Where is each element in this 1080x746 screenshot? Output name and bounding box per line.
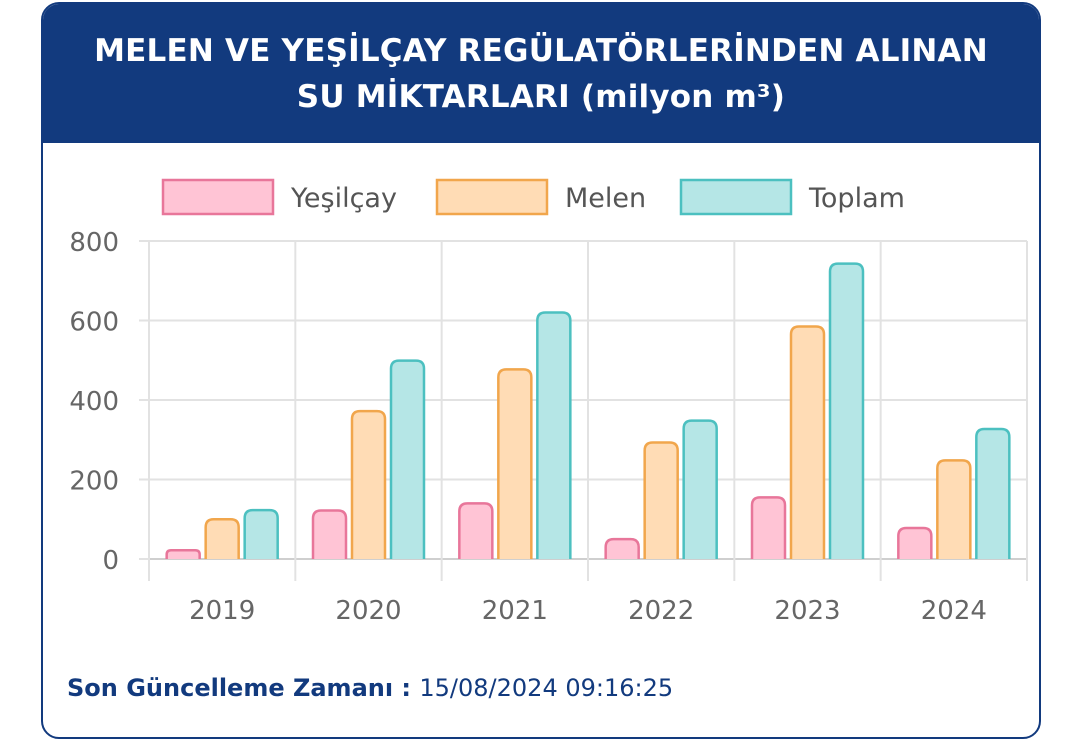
x-tick-label: 2020 [335,596,401,626]
bar-melen [789,325,826,559]
bar-melen [204,518,240,559]
bar-chart: 0 200 400 600 800 2019 2020 2021 2022 2023 2024 Yeş… [69,178,1028,626]
last-update-label: Son Güncelleme Zamanı [67,674,394,702]
x-tick-label: 2024 [921,596,987,626]
bar-melen [936,459,972,559]
bar-toplam [975,427,1011,559]
bar-melen [643,441,679,559]
legend-swatch-melen [435,178,549,216]
chart-title-line-1: MELEN VE YEŞİLÇAY REGÜLATÖRLERİNDEN ALIN… [94,32,988,69]
x-tick-label: 2022 [628,596,694,626]
y-tick-label: 800 [69,228,119,258]
legend-swatch-yeşilçay [161,178,275,216]
y-tick-label: 0 [102,546,119,576]
legend-label-yeşilçay: Yeşilçay [290,183,397,214]
y-tick-label: 600 [69,308,119,338]
chart-title-line-2: SU MİKTARLARI (milyon m³) [296,78,786,115]
last-update-value: 15/08/2024 09:16:25 [419,674,674,702]
bar-yeşilçay [750,496,787,559]
bar-yeşilçay [165,549,201,559]
y-tick-label: 400 [69,387,119,417]
bar-toplam [682,419,718,559]
bar-yeşilçay [458,502,494,559]
bar-yeşilçay [604,537,640,559]
legend-label-toplam: Toplam [808,183,905,214]
chart-header: MELEN VE YEŞİLÇAY REGÜLATÖRLERİNDEN ALIN… [43,4,1039,143]
legend-swatch-toplam [679,178,793,216]
bar-yeşilçay [311,509,348,559]
chart-card: MELEN VE YEŞİLÇAY REGÜLATÖRLERİNDEN ALIN… [41,2,1041,739]
y-tick-label: 200 [69,467,119,497]
bar-yeşilçay [897,526,933,559]
legend-label-melen: Melen [565,183,646,214]
bar-toplam [828,262,865,559]
bar-toplam [536,311,572,559]
x-tick-label: 2021 [482,596,548,626]
bar-melen [350,409,387,559]
x-tick-label: 2023 [774,596,840,626]
bar-toplam [243,508,279,559]
last-update-separator: : [393,674,420,702]
bar-toplam [389,359,426,559]
last-update-footer: Son Güncelleme Zamanı : 15/08/2024 09:16… [67,674,673,702]
x-tick-label: 2019 [189,596,255,626]
bar-melen [497,368,533,559]
